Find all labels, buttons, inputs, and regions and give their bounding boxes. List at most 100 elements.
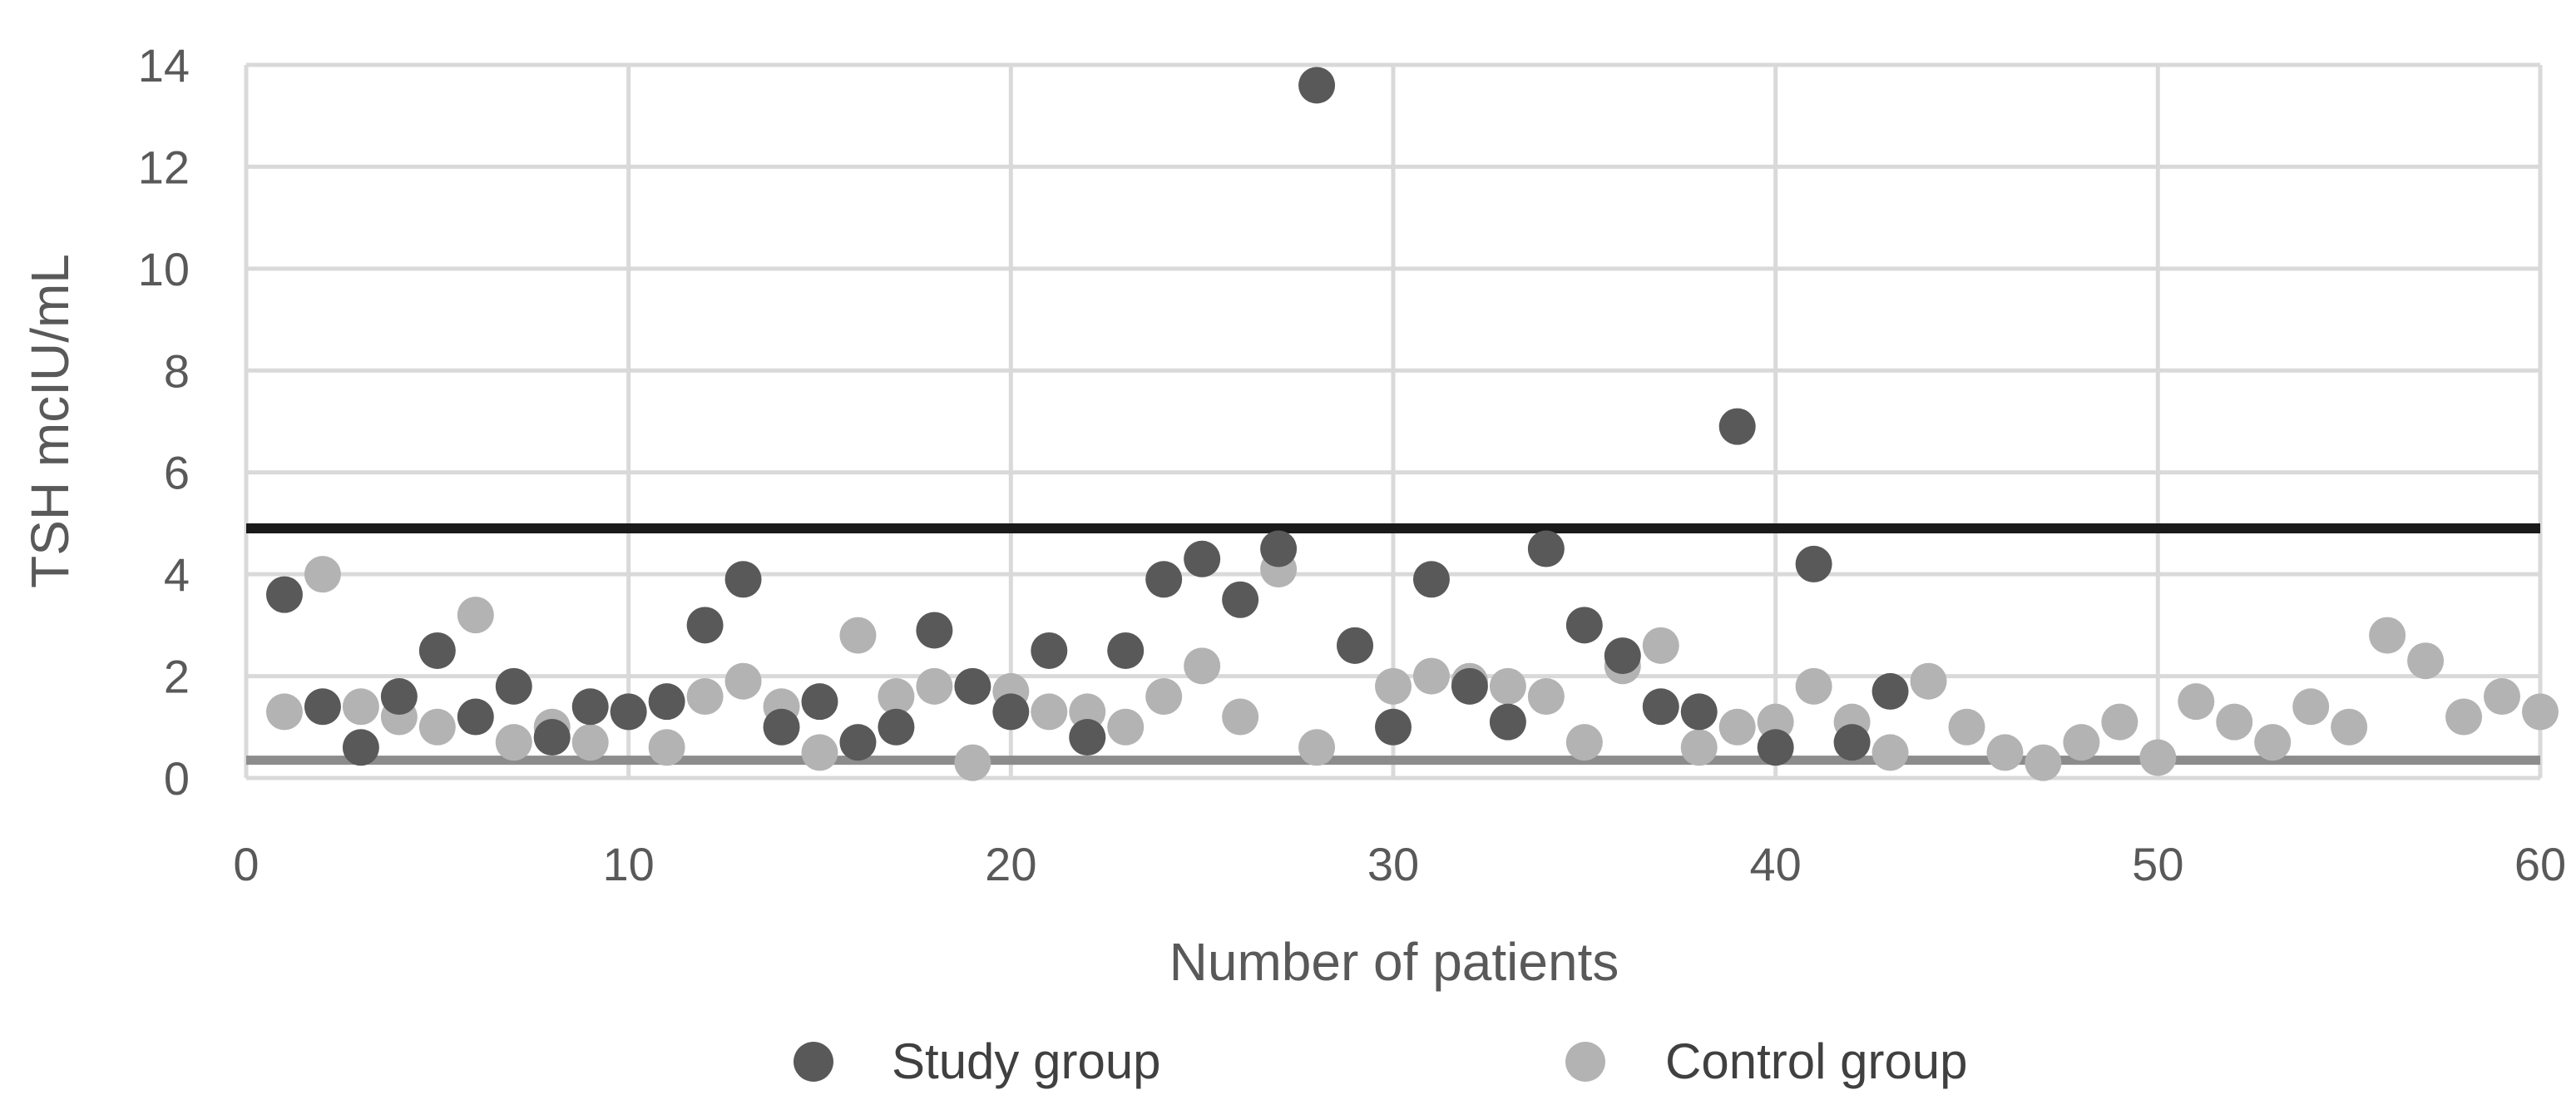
point-control-group	[2522, 693, 2559, 731]
data-points	[265, 67, 2559, 781]
point-control-group	[1375, 667, 1412, 705]
point-control-group	[839, 617, 877, 654]
point-control-group	[2254, 724, 2292, 761]
point-study-group	[571, 688, 609, 726]
x-axis-title: Number of patients	[1169, 932, 1619, 992]
point-study-group	[1145, 561, 1183, 598]
point-control-group	[304, 556, 341, 593]
point-study-group	[1069, 719, 1106, 756]
point-control-group	[1145, 678, 1183, 716]
point-study-group	[839, 724, 877, 761]
point-study-group	[1451, 667, 1488, 705]
legend: Study group Control group	[794, 1033, 1968, 1089]
x-tick-label: 10	[603, 838, 655, 890]
x-tick-label: 50	[2132, 838, 2183, 890]
point-study-group	[1222, 581, 1259, 618]
point-study-group	[1795, 545, 1832, 582]
point-control-group	[2407, 642, 2445, 680]
point-control-group	[1642, 627, 1679, 664]
point-study-group	[724, 561, 762, 598]
point-study-group	[1107, 632, 1145, 669]
point-control-group	[2101, 703, 2138, 741]
point-study-group	[265, 576, 303, 613]
point-study-group	[1642, 688, 1679, 726]
point-control-group	[954, 744, 991, 781]
point-study-group	[1412, 561, 1450, 598]
point-study-group	[533, 719, 571, 756]
point-control-group	[1757, 703, 1794, 741]
point-control-group	[686, 678, 724, 716]
point-control-group	[1871, 734, 1909, 771]
point-study-group	[1833, 724, 1871, 761]
point-study-group	[1184, 540, 1221, 577]
point-study-group	[686, 607, 724, 644]
point-control-group	[724, 662, 762, 700]
point-study-group	[380, 678, 418, 716]
point-study-group	[1337, 627, 1374, 664]
point-study-group	[1565, 607, 1603, 644]
tick-labels: 0 10 20 30 40 50 60 0 2 4 6 8 10 12 14	[138, 39, 2566, 890]
y-tick-label: 2	[164, 651, 190, 703]
point-control-group	[1412, 657, 1450, 695]
point-study-group	[1375, 708, 1412, 746]
point-control-group	[1107, 708, 1145, 746]
point-study-group	[1260, 530, 1298, 567]
point-control-group	[2063, 724, 2100, 761]
point-control-group	[1069, 693, 1106, 731]
point-study-group	[610, 693, 647, 731]
point-control-group	[1948, 708, 1985, 746]
point-control-group	[2025, 744, 2062, 781]
x-tick-label: 30	[1367, 838, 1419, 890]
point-control-group	[1184, 647, 1221, 685]
point-control-group	[648, 729, 685, 766]
y-tick-label: 4	[164, 548, 190, 601]
point-control-group	[1489, 667, 1526, 705]
point-control-group	[1565, 724, 1603, 761]
point-study-group	[342, 729, 379, 766]
point-control-group	[1527, 678, 1565, 716]
point-control-group	[1910, 662, 1947, 700]
point-study-group	[304, 688, 341, 726]
point-control-group	[2178, 683, 2215, 721]
point-control-group	[495, 724, 532, 761]
point-study-group	[763, 708, 800, 746]
x-tick-label: 20	[985, 838, 1036, 890]
point-control-group	[2139, 739, 2177, 776]
point-control-group	[571, 724, 609, 761]
point-study-group	[1604, 637, 1641, 675]
point-study-group	[1718, 408, 1756, 445]
legend-label-control-group: Control group	[1665, 1033, 1968, 1089]
point-control-group	[418, 708, 456, 746]
point-study-group	[992, 693, 1030, 731]
legend-marker-study-group	[794, 1042, 833, 1082]
point-study-group	[878, 708, 915, 746]
y-tick-label: 8	[164, 344, 190, 397]
point-study-group	[1871, 672, 1909, 710]
point-study-group	[1489, 703, 1526, 741]
point-study-group	[1680, 693, 1718, 731]
point-control-group	[1222, 698, 1259, 736]
point-control-group	[878, 678, 915, 716]
point-control-group	[1031, 693, 1068, 731]
point-control-group	[801, 734, 838, 771]
x-tick-label: 0	[233, 838, 259, 890]
x-tick-label: 60	[2514, 838, 2566, 890]
y-tick-label: 10	[138, 243, 190, 295]
point-control-group	[2292, 688, 2330, 726]
y-tick-label: 0	[164, 752, 190, 805]
legend-marker-control-group	[1565, 1042, 1605, 1082]
point-study-group	[495, 667, 532, 705]
point-control-group	[1298, 729, 1336, 766]
point-control-group	[2331, 708, 2368, 746]
x-tick-label: 40	[1750, 838, 1802, 890]
point-study-group	[418, 632, 456, 669]
point-study-group	[1527, 530, 1565, 567]
point-study-group	[457, 698, 494, 736]
point-control-group	[2484, 678, 2521, 716]
point-control-group	[1795, 667, 1832, 705]
point-control-group	[1986, 734, 2024, 771]
y-tick-label: 12	[138, 141, 190, 193]
point-study-group	[801, 683, 838, 721]
grid	[244, 62, 2543, 780]
point-control-group	[457, 597, 494, 634]
